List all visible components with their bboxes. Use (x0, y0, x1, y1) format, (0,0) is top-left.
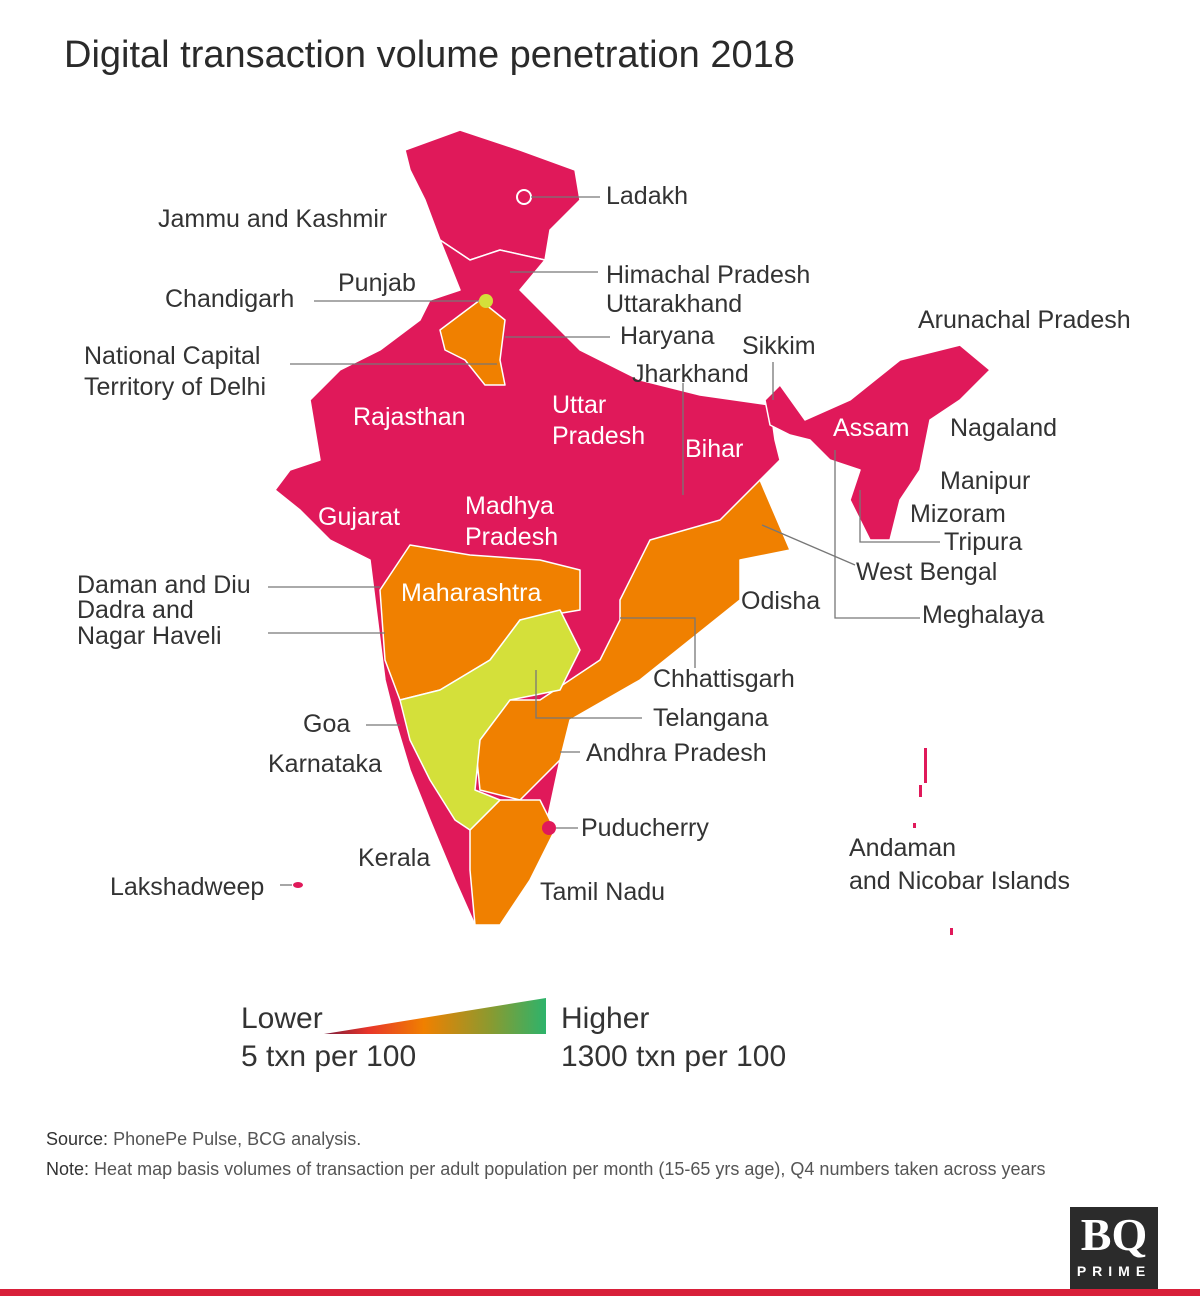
label-up-2: Pradesh (552, 422, 646, 450)
label-mp-2: Pradesh (465, 523, 559, 551)
source-label: Source: (46, 1129, 109, 1149)
lakshadweep-marker (293, 882, 303, 888)
note-text: Heat map basis volumes of transaction pe… (94, 1159, 1046, 1179)
legend-low-label: Lower (241, 1002, 323, 1035)
label-tripura: Tripura (944, 528, 1023, 556)
label-delhi-1: National Capital (84, 342, 261, 370)
region-tamil-nadu (469, 799, 556, 926)
label-jammu-kashmir: Jammu and Kashmir (158, 205, 388, 233)
brand-bottom-bar (0, 1289, 1200, 1296)
label-delhi-2: Territory of Delhi (84, 373, 266, 401)
logo-prime: PRIME (1076, 1263, 1152, 1279)
label-andaman-2: and Nicobar Islands (849, 867, 1070, 895)
label-andaman-1: Andaman (849, 834, 957, 862)
note-line: Note: Heat map basis volumes of transact… (46, 1159, 1046, 1180)
label-mizoram: Mizoram (910, 500, 1006, 528)
label-chandigarh: Chandigarh (165, 285, 295, 313)
label-rajasthan: Rajasthan (353, 403, 466, 431)
logo-bq: BQ (1080, 1209, 1148, 1260)
label-bihar: Bihar (685, 435, 744, 463)
label-arunachal: Arunachal Pradesh (918, 306, 1131, 334)
region-northeast-pink (764, 344, 991, 541)
legend-low-value: 5 txn per 100 (241, 1040, 417, 1073)
label-mp-1: Madhya (465, 492, 554, 520)
label-tamil-nadu: Tamil Nadu (540, 878, 666, 906)
region-north-pink (404, 129, 581, 261)
label-dadra-1: Dadra and (77, 596, 194, 624)
andaman-islands (913, 748, 953, 935)
label-chhattisgarh: Chhattisgarh (653, 665, 795, 693)
puducherry-marker (542, 821, 556, 835)
legend-high-label: Higher (561, 1002, 650, 1035)
label-odisha: Odisha (741, 587, 821, 615)
label-lakshadweep: Lakshadweep (110, 873, 265, 901)
legend-high-value: 1300 txn per 100 (561, 1040, 787, 1073)
label-meghalaya: Meghalaya (922, 601, 1045, 629)
label-andhra: Andhra Pradesh (586, 739, 767, 767)
bq-prime-logo: BQ PRIME (1070, 1207, 1158, 1291)
label-manipur: Manipur (940, 467, 1031, 495)
label-punjab: Punjab (338, 269, 416, 297)
label-assam: Assam (833, 414, 910, 442)
label-sikkim: Sikkim (742, 332, 816, 360)
source-text: PhonePe Pulse, BCG analysis. (113, 1129, 362, 1149)
chandigarh-marker (479, 294, 493, 308)
label-uttarakhand: Uttarakhand (606, 290, 743, 318)
label-dadra-2: Nagar Haveli (77, 622, 222, 650)
label-gujarat: Gujarat (318, 503, 400, 531)
label-haryana: Haryana (620, 322, 715, 350)
label-telangana: Telangana (653, 704, 769, 732)
label-jharkhand: Jharkhand (632, 360, 749, 388)
label-west-bengal: West Bengal (856, 558, 998, 586)
label-puducherry: Puducherry (581, 814, 709, 842)
note-label: Note: (46, 1159, 90, 1179)
leader-lines (268, 196, 940, 886)
label-ladakh: Ladakh (606, 182, 689, 210)
label-maharashtra: Maharashtra (401, 579, 542, 607)
label-up-1: Uttar (552, 391, 607, 419)
chart-title: Digital transaction volume penetration 2… (64, 34, 795, 76)
region-east-coast (474, 479, 791, 801)
label-nagaland: Nagaland (950, 414, 1058, 442)
label-goa: Goa (303, 710, 351, 738)
legend-gradient-wedge (324, 998, 546, 1034)
source-line: Source: PhonePe Pulse, BCG analysis. (46, 1129, 361, 1150)
label-daman-diu: Daman and Diu (77, 571, 251, 599)
label-himachal: Himachal Pradesh (606, 261, 811, 289)
label-kerala: Kerala (358, 844, 431, 872)
region-karnataka-telangana (399, 609, 581, 831)
label-karnataka: Karnataka (268, 750, 382, 778)
